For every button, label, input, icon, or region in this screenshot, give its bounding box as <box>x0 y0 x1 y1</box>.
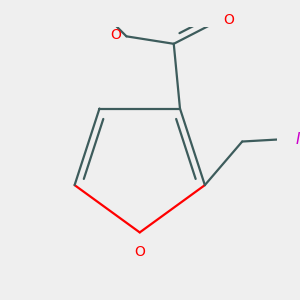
Text: I: I <box>296 131 300 146</box>
Text: O: O <box>110 28 121 42</box>
Text: O: O <box>134 245 145 259</box>
Text: O: O <box>223 13 234 27</box>
